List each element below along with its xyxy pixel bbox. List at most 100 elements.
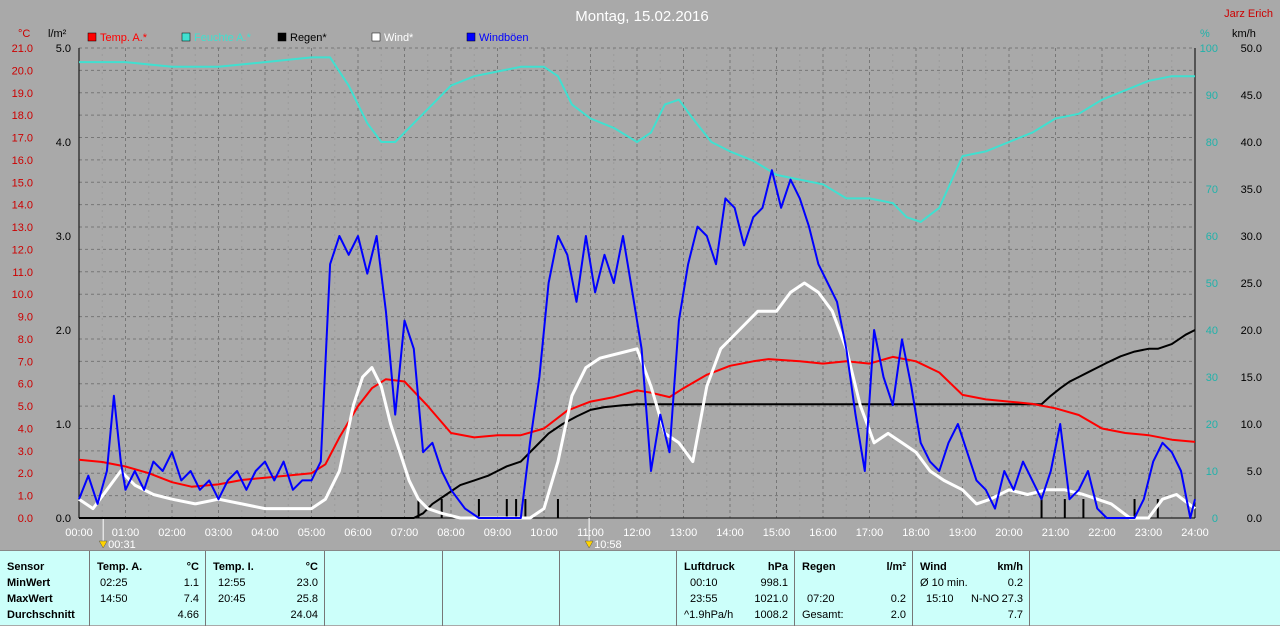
y-unit-humidity: % — [1200, 28, 1210, 40]
temp-a-max-value: 7.4 — [183, 593, 199, 605]
temp-a-unit: °C — [186, 561, 199, 573]
statistics-panel: Sensor MinWert MaxWert Durchschnitt Temp… — [0, 550, 1280, 626]
x-tick-label: 06:00 — [344, 527, 372, 539]
y-tick-label-humidity: 0 — [1212, 513, 1218, 525]
x-tick-label: 22:00 — [1088, 527, 1116, 539]
stats-row-label: Durchschnitt — [7, 609, 75, 621]
temp-i-min-time: 12:55 — [218, 577, 246, 589]
legend: Temp. A.* Feuchte A.* Regen* Wind* Windböen — [87, 32, 529, 44]
series-layer — [78, 56, 1196, 520]
stats-col-temp-a: Temp. A. °C 02:25 1.1 14:50 7.4 4.66 — [90, 551, 206, 626]
x-tick-label: 15:00 — [763, 527, 791, 539]
legend-swatch — [371, 32, 381, 42]
y-unit-rain: l/m² — [48, 28, 67, 40]
chart-title: Montag, 15.02.2016 — [575, 8, 708, 25]
wind-avg10-value: 0.2 — [1007, 577, 1023, 589]
y-tick-label-humidity: 100 — [1200, 43, 1218, 55]
y-tick-label-humidity: 90 — [1206, 90, 1218, 102]
event-marker-icon — [584, 540, 594, 549]
y-tick-label-temp: 10.0 — [12, 289, 33, 301]
legend-swatch — [87, 32, 97, 42]
x-tick-label: 18:00 — [902, 527, 930, 539]
wind-avg10-label: Ø 10 min. — [920, 577, 968, 589]
legend-swatch — [181, 32, 191, 42]
wind-max-direction: N-NO — [971, 593, 1000, 605]
temp-i-unit: °C — [305, 561, 318, 573]
temp-a-min-value: 1.1 — [183, 577, 199, 589]
legend-label: Feuchte A.* — [194, 32, 252, 44]
x-tick-label: 16:00 — [809, 527, 837, 539]
stats-row-label: MaxWert — [7, 593, 53, 605]
legend-label: Regen* — [290, 32, 327, 44]
y-tick-label-temp: 14.0 — [12, 200, 33, 212]
y-tick-label-wind: 5.0 — [1247, 466, 1262, 478]
stats-col-temp-i: Temp. I. °C 12:55 23.0 20:45 25.8 24.04 — [206, 551, 325, 626]
y-tick-label-wind: 50.0 — [1241, 43, 1262, 55]
temp-i-title: Temp. I. — [213, 561, 254, 573]
x-tick-label: 20:00 — [995, 527, 1023, 539]
temp-i-max-time: 20:45 — [218, 593, 246, 605]
wind-unit: km/h — [997, 561, 1023, 573]
y-tick-label-wind: 45.0 — [1241, 90, 1262, 102]
y-tick-label-humidity: 70 — [1206, 184, 1218, 196]
legend-label: Windböen — [479, 32, 529, 44]
x-tick-label: 24:00 — [1181, 527, 1209, 539]
y-tick-label-temp: 6.0 — [18, 379, 33, 391]
y-tick-label-humidity: 80 — [1206, 137, 1218, 149]
y-tick-label-wind: 10.0 — [1241, 419, 1262, 431]
event-marker-label: 00:31 — [108, 539, 136, 550]
legend-swatch — [277, 32, 287, 42]
y-tick-label-temp: 18.0 — [12, 110, 33, 122]
x-tick-label: 13:00 — [670, 527, 698, 539]
y-tick-label-temp: 1.0 — [18, 491, 33, 503]
y-tick-label-rain: 2.0 — [56, 325, 71, 337]
y-unit-temp: °C — [18, 28, 30, 40]
y-tick-label-rain: 4.0 — [56, 137, 71, 149]
axes: 00:00 01:00 02:00 03:00 04:00 05:00 06:00 07:00… — [12, 28, 1262, 550]
stats-row-label: MinWert — [7, 577, 51, 589]
x-tick-label: 10:00 — [530, 527, 558, 539]
stats-spacer — [560, 551, 677, 626]
y-tick-label-rain: 0.0 — [56, 513, 71, 525]
x-tick-label: 03:00 — [205, 527, 233, 539]
y-tick-label-wind: 35.0 — [1241, 184, 1262, 196]
y-unit-wind: km/h — [1232, 28, 1256, 40]
plot-background — [0, 0, 1280, 550]
stats-spacer — [325, 551, 443, 626]
y-tick-label-temp: 13.0 — [12, 222, 33, 234]
wind-title: Wind — [920, 561, 947, 573]
event-marker-label: 10:58 — [594, 539, 622, 550]
rain-unit: l/m² — [886, 561, 906, 573]
y-tick-label-temp: 5.0 — [18, 401, 33, 413]
y-tick-label-humidity: 60 — [1206, 231, 1218, 243]
temp-a-title: Temp. A. — [97, 561, 143, 573]
temp-a-min-time: 02:25 — [100, 577, 128, 589]
x-tick-label: 05:00 — [298, 527, 326, 539]
x-tick-label: 01:00 — [112, 527, 140, 539]
y-tick-label-humidity: 10 — [1206, 466, 1218, 478]
x-tick-label: 08:00 — [437, 527, 465, 539]
stats-col-sensor: Sensor MinWert MaxWert Durchschnitt — [0, 551, 90, 626]
y-tick-label-temp: 7.0 — [18, 356, 33, 368]
author-label: Jarz Erich — [1224, 8, 1273, 20]
x-tick-label: 07:00 — [391, 527, 419, 539]
rain-total-value: 2.0 — [890, 609, 906, 621]
temp-a-max-time: 14:50 — [100, 593, 128, 605]
y-tick-label-wind: 0.0 — [1247, 513, 1262, 525]
pressure-trend: ^1.9hPa/h — [684, 609, 734, 621]
temp-i-avg-value: 24.04 — [290, 609, 318, 621]
y-tick-label-temp: 20.0 — [12, 65, 33, 77]
rain-title: Regen — [802, 561, 836, 573]
pressure-min-time: 00:10 — [690, 577, 718, 589]
y-tick-label-humidity: 40 — [1206, 325, 1218, 337]
series-line-regen — [79, 329, 1196, 519]
stats-col-pressure: Luftdruck hPa 00:10 998.1 23:55 1021.0 ^… — [677, 551, 795, 626]
x-tick-label: 19:00 — [949, 527, 977, 539]
wind-max-time: 15:10 — [926, 593, 954, 605]
y-tick-label-wind: 15.0 — [1241, 372, 1262, 384]
series-line-windb-en — [78, 169, 1196, 519]
legend-label: Temp. A.* — [100, 32, 148, 44]
temp-a-avg-value: 4.66 — [177, 609, 199, 621]
pressure-unit: hPa — [767, 561, 788, 573]
y-tick-label-temp: 3.0 — [18, 446, 33, 458]
